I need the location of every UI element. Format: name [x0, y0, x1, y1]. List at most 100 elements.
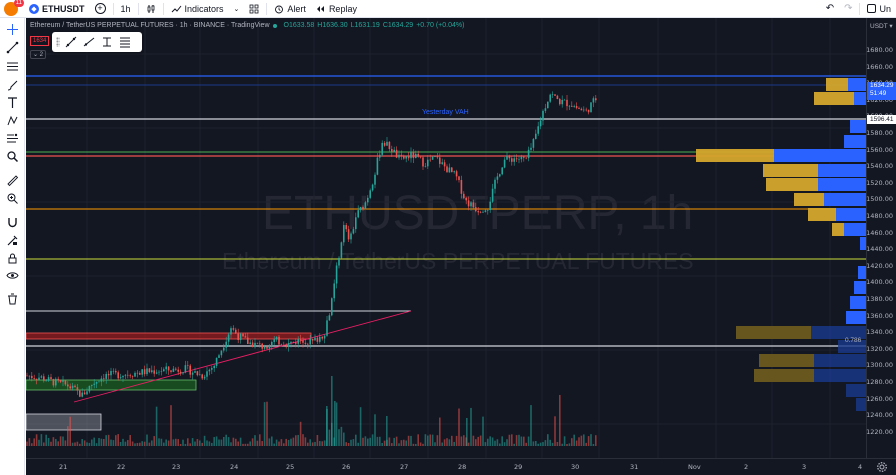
- candle-body: [511, 158, 513, 162]
- volume-bar: [340, 426, 343, 446]
- grid: [26, 18, 866, 458]
- volume-bar: [40, 434, 43, 446]
- undo-button[interactable]: ↶: [821, 0, 839, 18]
- candle-body: [280, 344, 283, 346]
- forecast-icon[interactable]: [6, 132, 19, 145]
- legend-open: O1633.58: [283, 22, 315, 29]
- ray-tool-icon[interactable]: [82, 35, 96, 49]
- indicators-label: Indicators: [184, 3, 224, 14]
- volume-bar: [551, 442, 554, 446]
- volume-profile-buy-row: [811, 326, 866, 339]
- candle-body: [247, 337, 249, 344]
- brush-icon[interactable]: [6, 79, 19, 92]
- candle-body: [333, 283, 335, 299]
- redo-button[interactable]: ↷: [839, 0, 857, 18]
- trash-icon[interactable]: [6, 292, 19, 305]
- volume-profile: [696, 78, 866, 411]
- candle-body: [475, 207, 477, 212]
- volume-bar: [184, 443, 187, 446]
- ascending-trendline[interactable]: [73, 310, 412, 403]
- range-box-grey[interactable]: [26, 413, 102, 431]
- candle-body: [503, 159, 506, 168]
- volume-profile-buy-row: [838, 340, 866, 353]
- candle-body: [103, 378, 105, 380]
- volume-bar: [460, 436, 463, 446]
- volume-bar: [466, 418, 468, 446]
- trendline-tool-icon[interactable]: [64, 35, 78, 49]
- price-axis-label: 1360.00: [866, 311, 893, 320]
- text-icon[interactable]: [6, 96, 19, 109]
- avatar[interactable]: 11: [4, 0, 24, 16]
- volume-bar: [50, 441, 52, 446]
- lock-drawings-icon[interactable]: [6, 234, 19, 247]
- replay-label: Replay: [328, 3, 357, 14]
- grid-layout-icon: [250, 4, 259, 13]
- currency-selector[interactable]: USDT ▾: [870, 23, 893, 30]
- candle-body: [523, 156, 525, 158]
- indicators-dropdown[interactable]: ⌄: [229, 0, 245, 18]
- trendline-icon[interactable]: [6, 41, 19, 54]
- candle-body: [309, 338, 311, 345]
- indicators-button[interactable]: Indicators: [166, 0, 229, 18]
- candle-body: [393, 149, 395, 153]
- volume-bar: [436, 435, 439, 446]
- legend-title: Ethereum / TetherUS PERPETUAL FUTURES · …: [30, 22, 270, 29]
- time-axis-label: 2: [744, 463, 749, 471]
- volume-bar: [148, 442, 151, 446]
- supply-zone-red[interactable]: [26, 332, 312, 340]
- volume-bar: [350, 439, 352, 446]
- replay-button[interactable]: Replay: [311, 0, 362, 18]
- time-axis-label: 4: [858, 463, 863, 471]
- legend-close: C1634.29: [382, 22, 414, 29]
- volume-bar: [28, 438, 31, 446]
- zoom-icon[interactable]: [6, 150, 19, 163]
- candle-body: [556, 95, 559, 99]
- volume-bar: [477, 436, 479, 446]
- candle-body: [201, 374, 203, 379]
- drag-handle-icon[interactable]: [56, 37, 60, 47]
- zoom-in-icon[interactable]: [6, 192, 19, 205]
- candle-body: [129, 375, 131, 377]
- collapse-indicators-button[interactable]: ⌄ 2: [30, 50, 46, 59]
- chart-pane[interactable]: ETHUSDTPERP, 1h Ethereum / TetherUS PERP…: [26, 18, 866, 458]
- ruler-icon[interactable]: [6, 174, 19, 187]
- candle-body: [203, 376, 206, 379]
- time-axis[interactable]: 21 22 23 24 25 26 27 28 29 30 31 Nov 2 3 4: [26, 458, 896, 475]
- magnet-icon[interactable]: [6, 216, 19, 229]
- volume-bar: [371, 434, 374, 446]
- candle-body: [321, 336, 323, 339]
- pattern-icon[interactable]: [6, 114, 19, 127]
- top-toolbar: 11 ◆ ETHUSDT + 1h Indicators ⌄ Alert Rep…: [0, 0, 896, 18]
- price-axis-label: 1440.00: [866, 245, 893, 254]
- time-axis-label: Nov: [688, 463, 701, 471]
- fib-icon[interactable]: [6, 60, 19, 73]
- volume-bar: [590, 434, 592, 446]
- candle-body: [319, 336, 321, 342]
- volume-profile-buy-row: [854, 92, 866, 105]
- candle-body: [311, 338, 314, 341]
- gear-icon[interactable]: [876, 461, 888, 473]
- price-range-icon[interactable]: [100, 35, 114, 49]
- crosshair-icon[interactable]: [6, 23, 19, 36]
- unnamed-layout-button[interactable]: Un: [862, 0, 896, 18]
- sell-price-badge[interactable]: 1634: [30, 36, 50, 46]
- layout-button[interactable]: [244, 0, 264, 18]
- price-axis-label: 1300.00: [866, 361, 893, 370]
- volume-bar: [170, 405, 172, 446]
- demand-zone-green[interactable]: [26, 379, 197, 391]
- symbol-search-button[interactable]: ◆ ETHUSDT: [24, 0, 90, 18]
- eye-icon[interactable]: [6, 269, 19, 282]
- alert-button[interactable]: Alert: [269, 0, 311, 18]
- candle-body: [275, 336, 278, 340]
- interval-button[interactable]: 1h: [116, 0, 136, 18]
- chart-type-button[interactable]: [141, 0, 161, 18]
- lock-icon[interactable]: [6, 252, 19, 265]
- volume-bar: [501, 436, 503, 446]
- candle-body: [580, 108, 583, 111]
- compare-button[interactable]: +: [90, 0, 111, 18]
- volume-bar: [76, 441, 79, 446]
- horizontal-lines-icon[interactable]: [118, 35, 132, 49]
- volume-bar: [376, 436, 379, 446]
- price-axis[interactable]: USDT ▾ 1680.001660.001640.001620.001600.…: [866, 18, 896, 458]
- volume-bar: [472, 435, 475, 446]
